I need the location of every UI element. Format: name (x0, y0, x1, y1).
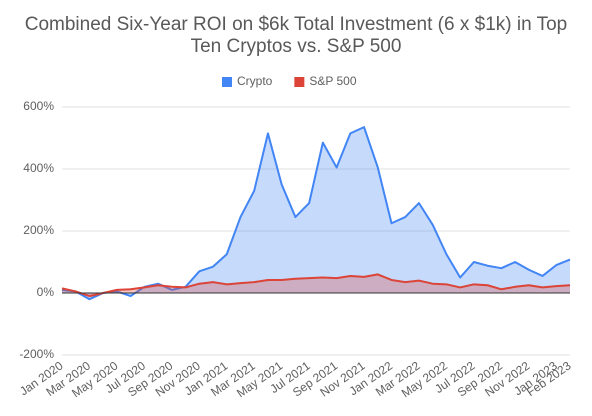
legend-label: S&P 500 (309, 74, 356, 88)
chart-title: Combined Six-Year ROI on $6k Total Inves… (24, 14, 568, 57)
y-tick-label: 0% (37, 285, 55, 299)
y-tick-label: -200% (19, 347, 54, 361)
legend-swatch (222, 77, 232, 87)
legend-label: Crypto (237, 74, 273, 88)
line (61, 273, 571, 298)
area (62, 127, 570, 300)
area (62, 274, 570, 297)
legend-swatch (294, 77, 305, 87)
y-tick-label: 400% (23, 161, 54, 175)
y-tick-label: 200% (23, 223, 54, 237)
y-tick-label: 600% (23, 99, 54, 113)
